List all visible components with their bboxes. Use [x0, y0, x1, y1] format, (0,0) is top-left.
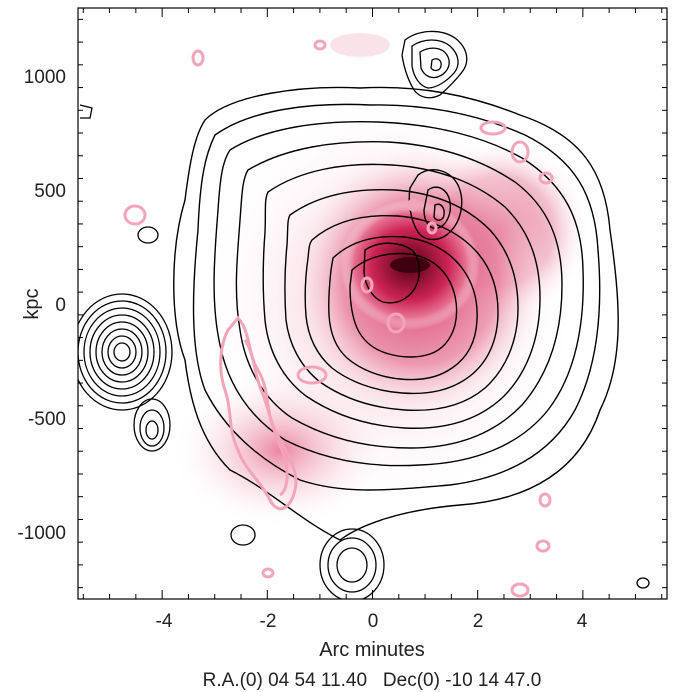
- x-tick-label: -4: [156, 611, 173, 632]
- x-axis-title: Arc minutes: [319, 639, 425, 661]
- x-tick-label: 4: [577, 611, 588, 632]
- coordinate-caption: R.A.(0) 04 54 11.40 Dec(0) -10 14 47.0: [203, 670, 542, 691]
- y-axis-title: kpc: [21, 288, 43, 319]
- x-tick-label: 0: [368, 611, 379, 632]
- y-tick-label: 500: [34, 181, 66, 202]
- y-tick-label: -1000: [17, 523, 66, 544]
- intensity-heatmap: [170, 33, 590, 530]
- pink-contours: [123, 39, 554, 598]
- black-contours-left-source: [78, 104, 650, 599]
- x-tick-label: -2: [260, 611, 277, 632]
- axis-ticks: [78, 8, 667, 599]
- y-tick-labels: 1000 500 0 -500 -1000: [17, 67, 66, 544]
- x-tick-labels: -4 -2 0 2 4: [156, 611, 588, 632]
- y-tick-label: 1000: [24, 67, 66, 88]
- y-tick-label: -500: [28, 409, 66, 430]
- plot-content: [78, 30, 650, 599]
- x-tick-label: 2: [473, 611, 484, 632]
- black-contours-tail: [401, 30, 468, 99]
- y-tick-label: 0: [55, 295, 66, 316]
- black-contours: [173, 86, 619, 541]
